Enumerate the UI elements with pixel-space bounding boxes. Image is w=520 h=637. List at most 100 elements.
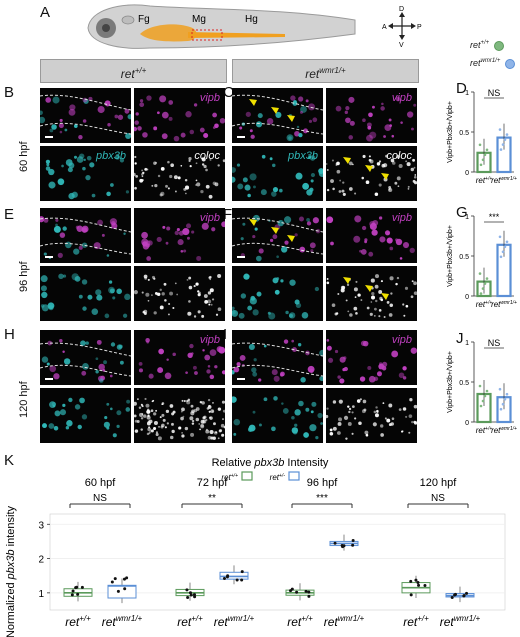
data-point <box>341 545 345 549</box>
data-point <box>505 392 509 396</box>
data-point <box>499 148 503 151</box>
significance-label: *** <box>316 493 328 504</box>
panel-letter-c: C <box>223 84 234 101</box>
data-point <box>409 579 413 583</box>
bar-chart-g: Vipb+Pbx3b+/Vipb+ 0 0.5 1 ret+/+retwmr1/+ *** <box>447 212 517 309</box>
x-tick-label: retwmr1/+ <box>440 614 481 629</box>
data-point <box>122 577 126 581</box>
svg-text:P: P <box>417 24 422 31</box>
y-axis-label: Vipb+Pbx3b+/Vipb+ <box>447 351 454 413</box>
data-point <box>351 543 355 547</box>
header-mut: retwmr1/+ <box>232 59 419 83</box>
data-point <box>76 592 80 596</box>
micrograph-vipb: vipb <box>134 88 225 143</box>
x-tick-label: ret+/+ <box>476 426 493 435</box>
y-tick-label: 1 <box>465 214 469 221</box>
data-point <box>189 593 193 597</box>
data-point <box>485 277 489 280</box>
micrograph-vipb: vipb <box>134 330 225 385</box>
channel-label-coloc: coloc <box>194 150 220 162</box>
y-axis-label: Normalized pbx3b intensity <box>5 505 17 637</box>
timepoint-label-60: 60 hpf <box>18 141 30 172</box>
data-point <box>485 389 489 393</box>
y-tick-label: 0.5 <box>459 254 469 261</box>
x-tick-label: ret+/+ <box>65 614 91 629</box>
data-point <box>498 235 502 239</box>
legend-mut-swatch <box>288 471 300 481</box>
panel-letter-f: F <box>223 206 233 223</box>
header-wt: ret+/+ <box>40 59 227 83</box>
data-point <box>185 588 189 592</box>
orientation-compass-icon: D V A P <box>382 6 422 48</box>
y-tick-label: 0.5 <box>459 130 469 137</box>
legend-wt-swatch <box>493 40 504 51</box>
micrograph-merge <box>40 88 131 143</box>
channel-label-vipb: vipb <box>199 92 220 104</box>
micrograph-vipb: vipb <box>326 88 417 143</box>
micrograph-coloc <box>134 266 225 321</box>
bar-chart-d: Vipb+Pbx3b+/Vipb+ 0 0.5 1 ret+/+retwmr1/+ NS <box>447 88 517 185</box>
data-point <box>240 578 244 582</box>
data-point <box>501 143 505 146</box>
data-point <box>501 402 505 406</box>
data-point <box>240 570 244 574</box>
panel-letter-d: D <box>456 80 467 97</box>
data-point <box>481 399 485 403</box>
data-point <box>110 580 114 584</box>
data-point <box>409 593 413 597</box>
chart-title: Relative pbx3b Intensity <box>212 457 329 469</box>
data-point <box>498 128 502 131</box>
label-mg: Mg <box>192 14 206 25</box>
timepoint-label-120: 120 hpf <box>18 381 30 418</box>
channel-label-vipb: vipb <box>391 334 412 346</box>
scale-bar <box>45 378 53 380</box>
micrograph-merge <box>40 208 131 263</box>
legend-mut-swatch <box>504 58 515 69</box>
data-point <box>479 163 483 167</box>
panel-letter-j: J <box>456 330 464 347</box>
panel-letter-a: A <box>40 4 51 21</box>
data-point <box>479 404 483 408</box>
svg-text:A: A <box>382 24 387 31</box>
micrograph-vipb: vipb <box>134 208 225 263</box>
significance-label: ** <box>208 493 216 504</box>
x-tick-label: retwmr1/+ <box>491 300 517 309</box>
data-point <box>188 591 192 595</box>
data-point <box>498 387 502 391</box>
x-tick-label: ret+/+ <box>403 614 429 629</box>
y-tick-label: 1 <box>465 90 469 97</box>
micrograph-pbx3b <box>40 388 131 443</box>
channel-label-coloc: coloc <box>386 150 412 162</box>
larva-schematic: Fg Mg Hg <box>87 4 356 49</box>
data-point <box>295 590 299 594</box>
data-point <box>290 587 294 591</box>
channel-label-pbx3b: pbx3b <box>288 150 318 162</box>
data-point <box>499 407 503 411</box>
legend-wt-label: ret <box>470 40 481 50</box>
label-fg: Fg <box>138 14 150 25</box>
significance-label: NS <box>431 493 445 504</box>
scale-bar <box>237 378 245 380</box>
data-point <box>417 583 421 587</box>
data-point <box>414 578 418 582</box>
x-tick-label: ret+/+ <box>476 176 493 185</box>
data-point <box>479 292 483 295</box>
data-point <box>80 585 84 589</box>
micrograph-merge <box>40 330 131 385</box>
data-point <box>70 593 74 597</box>
scale-bar <box>237 136 245 138</box>
svg-text:ret+/+: ret+/+ <box>221 473 238 482</box>
svg-text:V: V <box>399 42 404 48</box>
significance-label: NS <box>488 338 501 348</box>
label-hg: Hg <box>245 14 258 25</box>
scale-bar <box>45 136 53 138</box>
data-point <box>453 592 457 596</box>
x-tick-label: ret+/+ <box>177 614 203 629</box>
micrograph-pbx3b <box>232 266 323 321</box>
scale-bar <box>237 256 245 258</box>
micrograph-coloc <box>134 388 225 443</box>
y-tick-label: 2 <box>38 555 44 566</box>
data-point <box>462 594 466 598</box>
data-point <box>481 158 485 162</box>
data-point <box>503 245 507 249</box>
